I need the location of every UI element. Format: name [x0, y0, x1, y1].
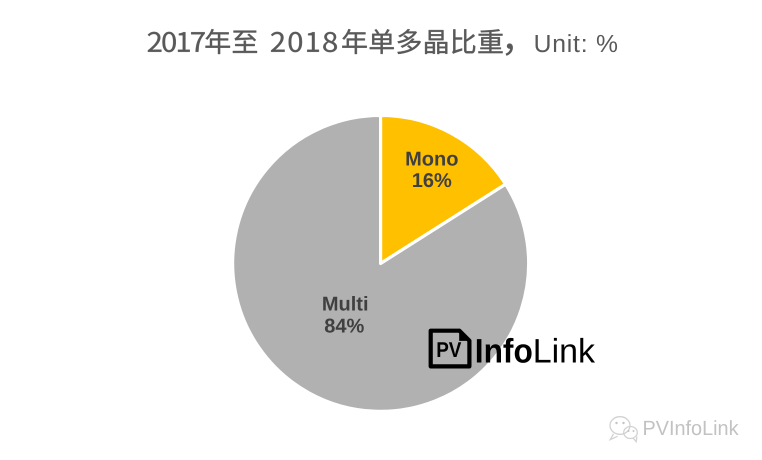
svg-text:Unit: %: Unit: %: [534, 31, 619, 58]
svg-text:PV: PV: [436, 338, 462, 362]
svg-text:16%: 16%: [412, 170, 452, 192]
svg-text:Info: Info: [475, 332, 533, 370]
svg-text:Link: Link: [533, 332, 596, 370]
svg-text:84%: 84%: [324, 315, 364, 337]
svg-text:Mono: Mono: [405, 149, 458, 171]
svg-text:PVInfoLink: PVInfoLink: [643, 417, 740, 440]
svg-text:Multi: Multi: [322, 294, 369, 316]
